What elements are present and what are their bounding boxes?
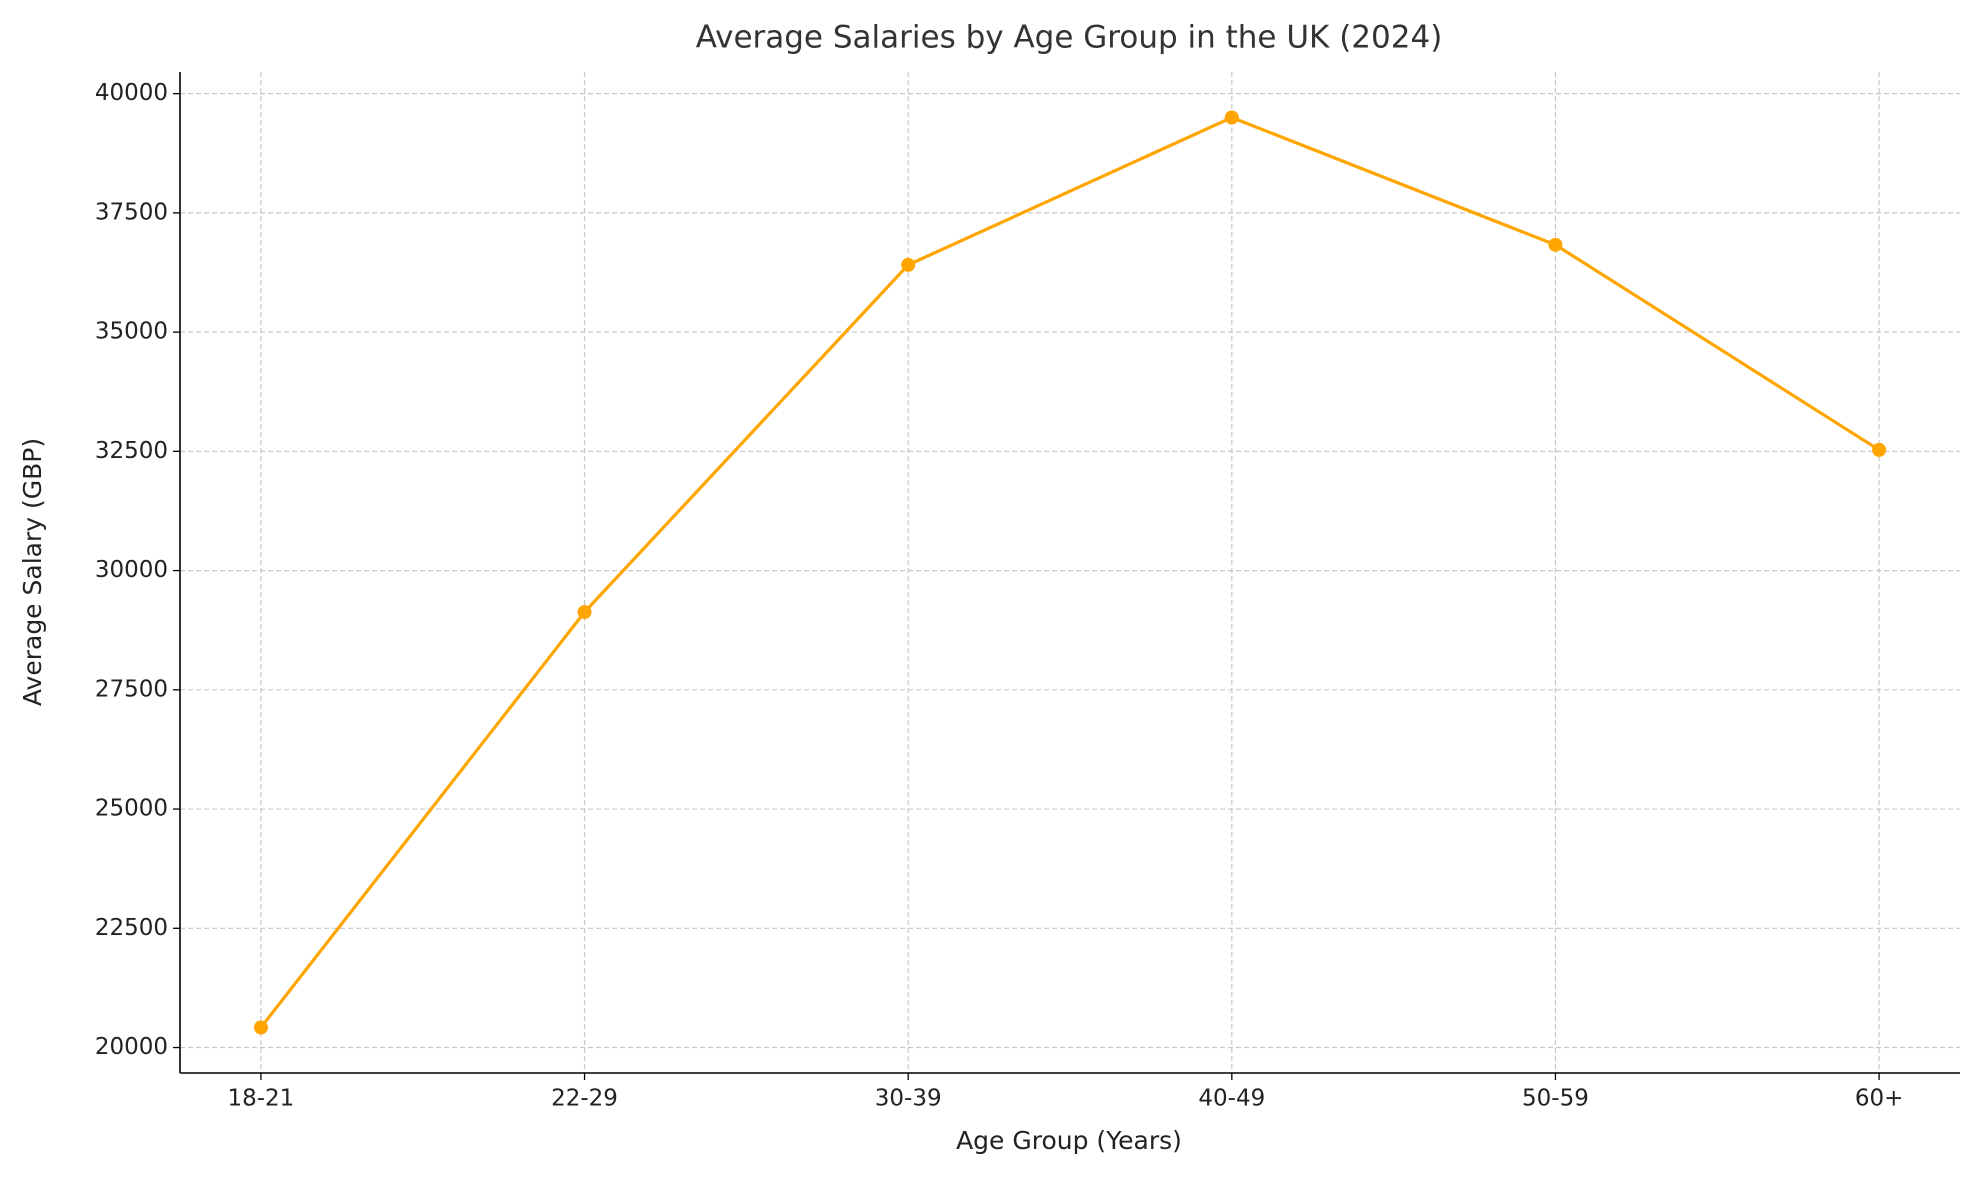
marker	[1224, 110, 1239, 125]
y-tick-label: 20000	[95, 1034, 168, 1060]
y-tick-label: 22500	[95, 915, 168, 941]
y-tick-label: 30000	[95, 557, 168, 583]
marker	[1548, 237, 1563, 252]
y-axis-label: Average Salary (GBP)	[18, 438, 47, 706]
y-tick-label: 35000	[95, 319, 168, 345]
y-tick-label: 27500	[95, 676, 168, 702]
line	[259, 115, 1880, 1029]
marker	[1872, 442, 1887, 457]
marker	[253, 1020, 268, 1035]
chart-title: Average Salaries by Age Group in the UK …	[696, 20, 1443, 56]
x-tick-label: 40-49	[1198, 1086, 1265, 1112]
y-tick-label: 40000	[95, 80, 168, 106]
x-axis-label: Age Group (Years)	[956, 1126, 1182, 1155]
x-tick-label: 50-59	[1522, 1086, 1589, 1112]
y-tick-label: 25000	[95, 796, 168, 822]
y-tick-label: 37500	[95, 199, 168, 225]
x-tick-label: 18-21	[227, 1086, 294, 1112]
y-tick-label: 32500	[95, 438, 168, 464]
x-tick-label: 22-29	[551, 1086, 618, 1112]
x-tick-label: 30-39	[875, 1086, 942, 1112]
marker	[577, 605, 592, 620]
x-tick-label: 60+	[1855, 1086, 1904, 1112]
marker	[901, 257, 916, 272]
